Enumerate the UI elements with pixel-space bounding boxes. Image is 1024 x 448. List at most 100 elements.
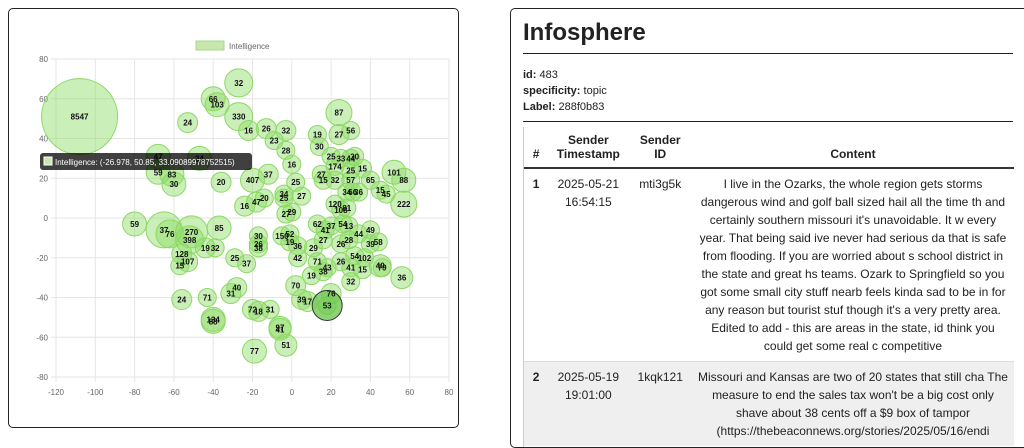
bubble-point: [260, 299, 280, 319]
bubble-label: 13: [344, 222, 353, 231]
bubble-label: 120: [328, 200, 342, 209]
bubble-label: 26: [262, 125, 271, 134]
bubble-label: 134: [207, 315, 221, 324]
bubble-point-hovered: [311, 289, 343, 321]
bubble-point: [204, 92, 230, 118]
bubble-point: [224, 68, 254, 98]
metadata-block: id: 483 specificity: topic Label: 288f0b…: [523, 67, 607, 115]
header-sender-timestamp[interactable]: Sender Timestamp: [548, 127, 629, 169]
bubble-label: 76: [327, 290, 336, 299]
table-header-row: # Sender Timestamp Sender ID Content: [524, 127, 1014, 169]
bubble-label: 25: [230, 254, 239, 263]
bubble-label: 71: [203, 294, 212, 303]
row-sender-id: 1kqk121: [628, 361, 692, 446]
bubble-label: 15: [358, 164, 367, 173]
bubble-label: 17: [303, 297, 312, 306]
x-tick-label: -40: [207, 388, 219, 397]
legend-swatch: [195, 40, 225, 51]
bubble-point: [325, 194, 345, 214]
y-tick-label: 20: [39, 174, 48, 183]
row-sender-id: mti3g5k: [628, 168, 692, 362]
bubble-label: 32: [234, 79, 243, 88]
bubble-label: 37: [242, 260, 251, 269]
bubble-point: [161, 171, 187, 197]
bubble-label: 101: [387, 168, 401, 177]
bubble-point: [248, 238, 268, 258]
bubble-label: 51: [281, 341, 290, 350]
y-tick-label: 40: [39, 135, 48, 144]
table-row[interactable]: 1 2025-05-21 16:54:15 mti3g5k I live in …: [524, 168, 1014, 362]
bubble-point: [307, 252, 327, 272]
bubble-point: [272, 226, 292, 246]
infosphere-card: Infosphere id: 483 specificity: topic La…: [510, 8, 1024, 448]
bubble-label: 25: [291, 178, 300, 187]
bubble-point: [205, 238, 225, 258]
bubble-point: [341, 160, 361, 180]
bubble-label: 31: [266, 305, 275, 314]
bubble-label: 77: [250, 347, 259, 356]
bubble-label: 52: [285, 230, 294, 239]
bubble-label: 27: [335, 131, 344, 140]
bubble-label: 19: [201, 244, 210, 253]
bubble-label: 19: [313, 131, 322, 140]
bubble-point: [210, 171, 232, 193]
header-num[interactable]: #: [524, 127, 549, 169]
x-tick-label: -120: [48, 388, 65, 397]
bubble-point: [234, 195, 256, 217]
bubble-label: 45: [382, 190, 391, 199]
messages-table-container[interactable]: # Sender Timestamp Sender ID Content 1 2…: [523, 127, 1014, 447]
bubble-label: 71: [313, 258, 322, 267]
bubble-point: [391, 167, 417, 193]
bubble-label: 26: [336, 240, 345, 249]
bubble-label: 40: [376, 262, 385, 271]
bubble-label: 30: [350, 152, 359, 161]
table-row[interactable]: 2 2025-05-19 19:01:00 1kqk121 Missouri a…: [524, 361, 1014, 446]
legend-label: Intelligence: [229, 42, 270, 51]
bubble-label: 43: [323, 264, 332, 273]
bubble-label: 15: [376, 186, 385, 195]
bubble-point: [390, 190, 418, 218]
bubble-point: [328, 124, 350, 146]
bubble-point: [372, 258, 392, 278]
bubble-point: [280, 224, 300, 244]
bubble-label: 83: [167, 170, 176, 179]
bubble-label: 39: [297, 295, 306, 304]
bubble-point: [226, 277, 248, 299]
bubble-label: 270: [185, 228, 199, 237]
bubble-point: [286, 172, 306, 192]
bubble-point: [341, 170, 361, 190]
bubble-label: 23: [270, 136, 279, 145]
bubble-point: [321, 146, 341, 166]
bubble-point: [241, 338, 267, 364]
bubble-label: 41: [276, 325, 285, 334]
meta-label: Label: 288f0b83: [523, 101, 605, 113]
bubble-point: [225, 248, 245, 268]
y-tick-label: -60: [36, 333, 48, 342]
row-timestamp: 2025-05-19 19:01:00: [548, 361, 629, 446]
bubble-label: 27: [281, 210, 290, 219]
y-tick-label: 0: [44, 214, 49, 223]
bubble-label: 15: [175, 262, 184, 271]
bubble-label: 24: [177, 295, 186, 304]
bubble-point: [307, 125, 327, 145]
header-content[interactable]: Content: [691, 127, 1014, 169]
bubble-point: [220, 283, 242, 305]
bubble-label: 32: [281, 127, 290, 136]
bubble-point: [307, 214, 327, 234]
bubble-label: 65: [366, 176, 375, 185]
bubble-point: [355, 248, 375, 268]
bubble-label: 27: [319, 236, 328, 245]
bubble-point: [360, 220, 380, 240]
bubble-label: 39: [366, 240, 375, 249]
header-sender-id[interactable]: Sender ID: [628, 127, 692, 169]
bubble-label: 36: [293, 242, 302, 251]
bubble-point: [282, 154, 302, 174]
bubble-label: 34: [342, 188, 351, 197]
bubble-point: [257, 163, 279, 185]
bubble-label: 41: [321, 226, 330, 235]
bubble-label: 107: [181, 258, 195, 267]
row-num: 2: [524, 361, 549, 446]
bubble-label: 19: [285, 238, 294, 247]
bubble-point: [341, 258, 361, 278]
y-tick-label: -20: [36, 254, 48, 263]
